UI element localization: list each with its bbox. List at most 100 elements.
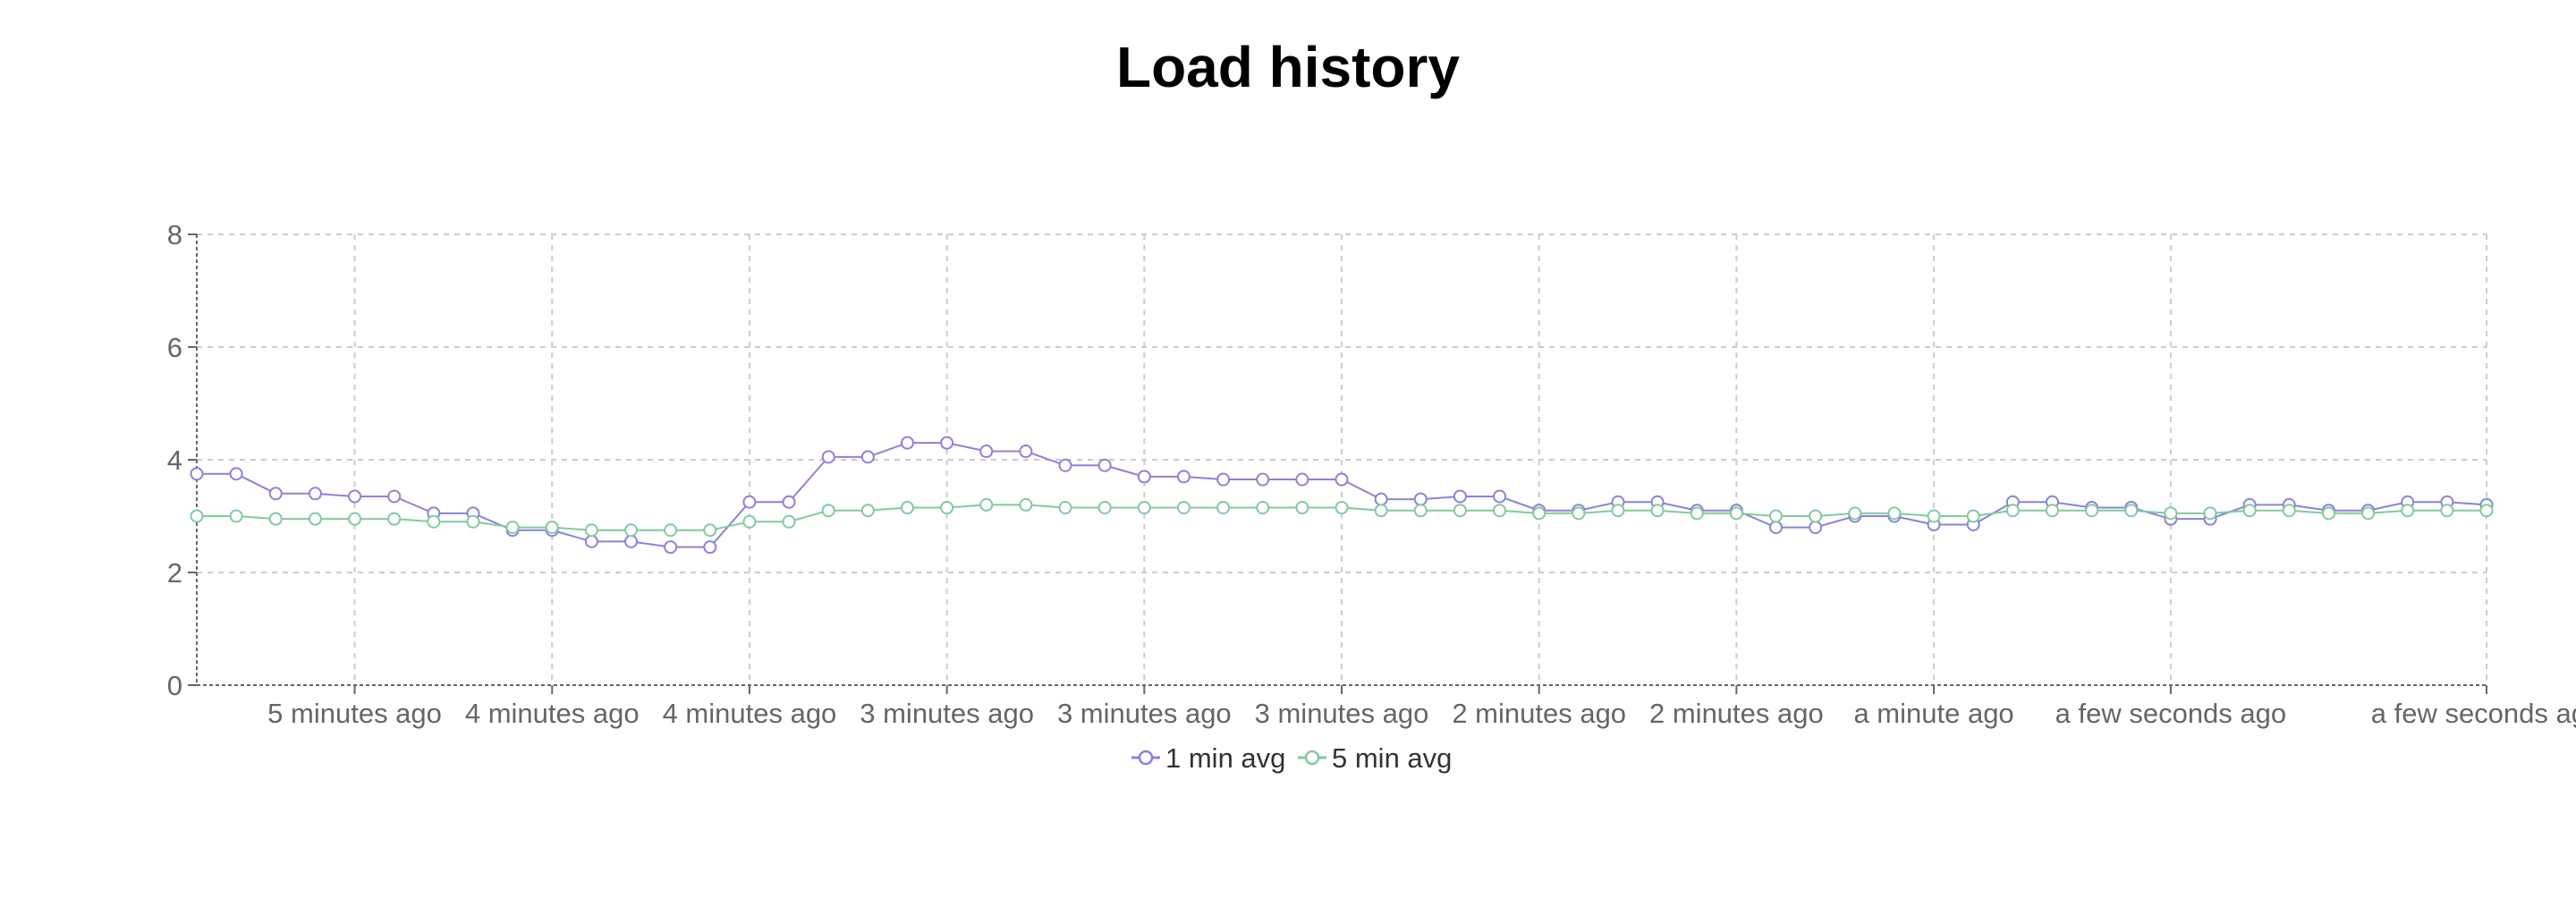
- data-point: [387, 489, 402, 504]
- x-tick-label: 5 minutes ago: [267, 698, 442, 729]
- x-tick-label: a minute ago: [1853, 698, 2013, 729]
- data-point: [1176, 501, 1191, 515]
- data-point: [1690, 506, 1704, 521]
- data-point: [1295, 501, 1309, 515]
- y-tick-label: 6: [167, 332, 182, 363]
- data-point: [1966, 509, 1980, 523]
- data-point: [1453, 504, 1467, 518]
- series-lines: [190, 436, 2494, 555]
- data-point: [1137, 501, 1151, 515]
- data-point: [308, 512, 322, 526]
- x-tick-label: 4 minutes ago: [465, 698, 640, 729]
- y-tick-label: 8: [167, 219, 182, 250]
- data-point: [1650, 504, 1665, 518]
- data-point: [190, 467, 204, 481]
- data-point: [268, 512, 283, 526]
- data-point: [1769, 521, 1784, 535]
- series-5-min-avg: [190, 497, 2494, 538]
- data-point: [1097, 458, 1112, 472]
- data-point: [2124, 504, 2139, 518]
- data-point: [1019, 445, 1033, 459]
- data-point: [900, 501, 914, 515]
- data-point: [1572, 506, 1586, 521]
- data-point: [348, 489, 362, 504]
- data-point: [2401, 504, 2415, 518]
- data-point: [2242, 504, 2257, 518]
- x-tick-label: 2 minutes ago: [1452, 698, 1626, 729]
- data-point: [1335, 472, 1349, 487]
- data-point: [1453, 489, 1467, 504]
- data-point: [1374, 504, 1388, 518]
- data-point: [190, 509, 204, 523]
- data-point: [545, 521, 559, 535]
- data-point: [624, 534, 639, 548]
- data-point: [2479, 504, 2494, 518]
- data-point: [1374, 492, 1388, 506]
- data-point: [1769, 509, 1784, 523]
- y-tick-label: 0: [167, 670, 182, 701]
- data-point: [2085, 504, 2099, 518]
- x-tick-label: a few seconds ago: [2055, 698, 2287, 729]
- data-point: [664, 540, 678, 555]
- data-point: [821, 450, 835, 464]
- data-point: [2045, 504, 2059, 518]
- data-point: [1216, 472, 1231, 487]
- data-point: [900, 436, 914, 450]
- axes: 0 2 4 6 8 5 minutes ago 4 minutes ago 4 minutes…: [167, 219, 2576, 729]
- data-point: [1611, 504, 1625, 518]
- data-point: [584, 534, 598, 548]
- grid: [197, 233, 2487, 685]
- data-point: [387, 512, 402, 526]
- x-tick-label: 3 minutes ago: [1255, 698, 1429, 729]
- legend-swatch-marker: [1138, 750, 1154, 766]
- data-point: [860, 504, 875, 518]
- data-point: [584, 523, 598, 538]
- data-point: [1176, 470, 1191, 484]
- data-point: [1295, 472, 1309, 487]
- data-point: [703, 523, 717, 538]
- x-tick-label: 4 minutes ago: [663, 698, 837, 729]
- data-point: [940, 501, 954, 515]
- data-point: [229, 467, 243, 481]
- data-point: [2203, 506, 2217, 521]
- data-point: [940, 436, 954, 450]
- data-point: [466, 514, 480, 529]
- x-tick-label: 2 minutes ago: [1649, 698, 1824, 729]
- data-point: [348, 512, 362, 526]
- data-point: [1848, 506, 1862, 521]
- data-point: [1532, 506, 1546, 521]
- data-point: [624, 523, 639, 538]
- data-point: [782, 514, 796, 529]
- data-point: [1216, 501, 1231, 515]
- data-point: [1493, 504, 1507, 518]
- data-point: [1256, 501, 1270, 515]
- data-point: [664, 523, 678, 538]
- x-tick-label: 3 minutes ago: [1057, 698, 1232, 729]
- data-point: [1927, 509, 1941, 523]
- data-point: [860, 450, 875, 464]
- data-point: [1887, 506, 1902, 521]
- data-point: [1058, 501, 1072, 515]
- data-point: [1097, 501, 1112, 515]
- x-tick-label: 3 minutes ago: [860, 698, 1034, 729]
- data-point: [979, 497, 994, 512]
- data-point: [1493, 489, 1507, 504]
- data-point: [1335, 501, 1349, 515]
- data-point: [505, 521, 520, 535]
- data-point: [1256, 472, 1270, 487]
- data-point: [427, 514, 441, 529]
- legend: 1 min avg 5 min avg: [1131, 742, 1452, 774]
- data-point: [2164, 506, 2178, 521]
- data-point: [2361, 506, 2376, 521]
- legend-swatch-marker: [1304, 750, 1320, 766]
- data-point: [1413, 504, 1428, 518]
- data-point: [2440, 504, 2454, 518]
- data-point: [2282, 504, 2296, 518]
- chart-title: Load history: [1115, 35, 1461, 99]
- data-point: [1413, 492, 1428, 506]
- data-point: [308, 487, 322, 501]
- data-point: [1058, 458, 1072, 472]
- data-point: [268, 487, 283, 501]
